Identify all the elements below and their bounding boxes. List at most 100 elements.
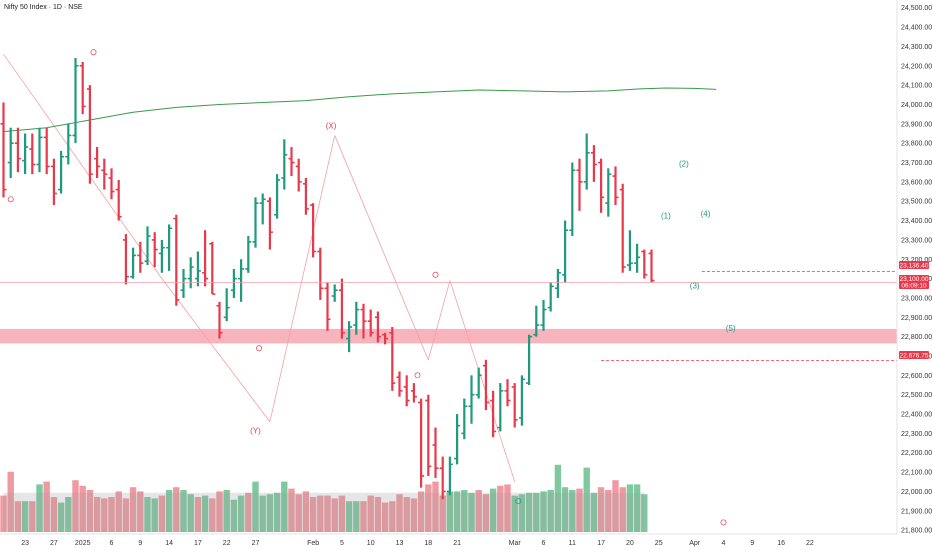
- price-tick-label: 24,500.00: [901, 5, 932, 12]
- volume-bar: [101, 498, 108, 532]
- price-tick-label: 23,000.00: [901, 295, 932, 302]
- ohlc-bar: [396, 371, 403, 397]
- volume-bar: [569, 490, 576, 532]
- volume-bar: [281, 481, 288, 532]
- volume-bar: [29, 501, 36, 532]
- volume-bar: [561, 487, 569, 532]
- volume-bar: [417, 491, 425, 532]
- wave-marker-circle: [90, 49, 97, 56]
- wave-marker-circle: [256, 345, 263, 352]
- time-axis[interactable]: 23 27 2025 6 9 14 17 22 27 Feb 5 10 13 18 21 Mar 6 11 17 20…: [0, 533, 897, 547]
- price-tick-label: 22,500.00: [901, 392, 932, 399]
- volume-bar: [288, 488, 295, 532]
- volume-bar: [173, 487, 180, 532]
- ohlc-bar: [7, 127, 14, 178]
- volume-bar: [36, 484, 43, 532]
- volume-bar: [540, 491, 547, 532]
- volume-bar: [360, 501, 367, 532]
- volume-bar: [497, 485, 504, 532]
- ohlc-bar: [461, 398, 468, 440]
- ohlc-bar: [238, 259, 245, 302]
- volume-bar: [43, 481, 50, 532]
- ohlc-bar: [65, 123, 72, 165]
- volume-bar: [453, 491, 461, 532]
- ohlc-bar: [504, 379, 511, 407]
- ohlc-bar: [158, 239, 165, 273]
- ohlc-bar: [331, 284, 338, 302]
- ohlc-bar: [22, 133, 29, 175]
- volume-bar: [331, 498, 338, 532]
- volume-bar: [245, 492, 252, 532]
- price-tick-label: 23,700.00: [901, 160, 932, 167]
- price-tick-label: 23,800.00: [901, 141, 932, 148]
- ohlc-bar: [137, 241, 144, 273]
- time-tick-label: 11: [569, 540, 576, 547]
- price-tick-label: 22,100.00: [901, 470, 932, 477]
- wave-marker-circle: [7, 196, 14, 203]
- volume-bar: [237, 495, 245, 532]
- volume-bar: [554, 464, 562, 532]
- ohlc-bar: [367, 309, 374, 337]
- prev-price-tag-text: 23,100.00: [900, 276, 929, 283]
- ohlc-bar: [29, 133, 36, 175]
- ohlc-bar: [252, 197, 259, 248]
- time-tick-label: 25: [655, 540, 663, 547]
- ohlc-bar: [259, 193, 266, 225]
- ohlc-bar: [166, 224, 173, 271]
- volume-bar: [151, 498, 158, 532]
- ohlc-bar: [490, 390, 497, 438]
- ohlc-bar: [432, 427, 439, 478]
- zone-level-tag: [899, 351, 929, 359]
- price-tick-label: 22,000.00: [901, 489, 932, 496]
- time-tick-label: 10: [367, 540, 375, 547]
- volume-bar: [86, 490, 94, 532]
- time-tick-label: 17: [194, 540, 202, 547]
- time-tick-label: 16: [777, 540, 785, 547]
- volume-bar: [93, 497, 101, 532]
- ohlc-bar: [187, 257, 194, 289]
- volume-bar: [511, 495, 518, 532]
- time-tick-label: 18: [424, 540, 432, 547]
- time-tick-label: Feb: [307, 540, 319, 547]
- ohlc-bar: [79, 61, 86, 115]
- time-tick-label: 6: [542, 540, 546, 547]
- volume-bar: [165, 490, 173, 532]
- ohlc-bar: [86, 85, 93, 184]
- wave-label: (X): [326, 122, 337, 131]
- time-tick-label: 2025: [75, 540, 91, 547]
- volume-bar: [576, 488, 583, 532]
- moving-average-line: [3, 87, 717, 133]
- price-tick-label: 23,900.00: [901, 121, 932, 128]
- volume-bar: [547, 490, 554, 532]
- volume-bar: [461, 490, 468, 532]
- volume-bar: [468, 492, 475, 532]
- ohlc-bar: [72, 58, 79, 144]
- volume-bar: [381, 502, 389, 532]
- ohlc-bar: [598, 158, 605, 213]
- wave-label: (5): [726, 324, 736, 333]
- volume-bar: [425, 484, 432, 532]
- volume-bar: [367, 495, 374, 532]
- price-tick-label: 23,600.00: [901, 179, 932, 186]
- wave-label: (1): [661, 212, 671, 221]
- ohlc-bar: [554, 268, 561, 298]
- volume-bar: [533, 492, 540, 532]
- wave-label: (2): [679, 159, 689, 168]
- ohlc-bar: [518, 375, 525, 426]
- price-tick-label: 22,400.00: [901, 412, 932, 419]
- volume-bar: [612, 480, 619, 532]
- ohlc-bar: [130, 247, 137, 279]
- horizontal-levels: [0, 271, 897, 362]
- ohlc-bar: [216, 301, 223, 339]
- ohlc-bar: [360, 303, 367, 339]
- volume-bar: [180, 490, 187, 532]
- time-tick-label: Apr: [689, 540, 701, 547]
- volume-bar: [72, 480, 79, 532]
- ohlc-bar: [353, 301, 360, 335]
- volume-bar: [482, 494, 490, 532]
- wave-marker-circle: [515, 498, 522, 505]
- moving-average: [3, 87, 717, 133]
- ohlc-bar: [324, 282, 331, 331]
- price-tick-label: 22,600.00: [901, 373, 932, 380]
